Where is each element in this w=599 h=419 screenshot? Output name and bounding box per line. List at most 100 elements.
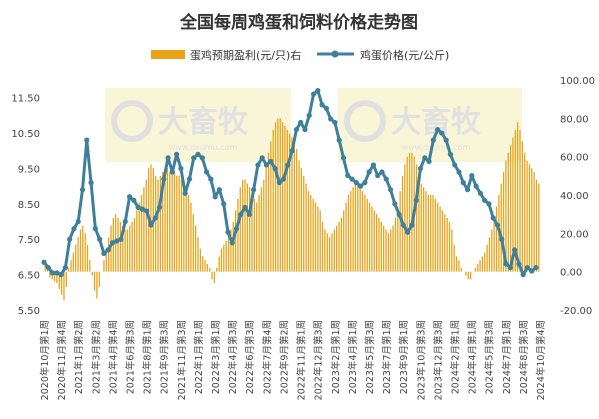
egg-price-point [430,137,436,143]
profit-bar [192,214,194,272]
profit-bar [108,237,110,272]
profit-bar [535,179,538,272]
watermark-url: www.dxumu.com [169,143,238,152]
egg-price-point [238,211,244,218]
egg-price-point [221,201,227,207]
profit-bar [317,206,319,272]
profit-bar [206,264,209,272]
egg-price-point [336,137,342,143]
right-tick-label: 60.00 [560,153,589,164]
profit-bar [145,179,147,272]
legend: 蛋鸡预期盈利(元/只)右 鸡蛋价格(元/公斤) [151,48,449,62]
egg-price-point [319,102,325,108]
profit-bar [253,198,256,272]
egg-price-point [494,222,501,228]
profit-bar [361,191,364,272]
egg-price-point [272,165,278,172]
egg-price-point [148,222,154,228]
profit-bar [272,129,274,272]
egg-price-point [392,201,398,207]
x-tick-label: 2020年10月第1周 [39,320,51,400]
profit-bar [397,206,399,272]
x-axis: 2020年10月第1周 2020年11月第4周 2021年1月第2周 2021年3月第… [39,320,547,400]
profit-bar [157,179,159,272]
profit-bar [72,252,75,272]
profit-bar [418,175,420,272]
egg-price-point [92,226,98,232]
x-tick-label: 2021年1月第2周 [73,320,85,394]
profit-bar [296,149,298,272]
egg-price-point [229,240,235,246]
profit-bar [375,214,378,272]
egg-price-point [306,112,312,118]
egg-price-point [349,176,355,182]
profit-bar [441,210,444,272]
egg-price-point [114,238,120,244]
egg-price-point [464,187,471,193]
egg-price-point [41,259,47,265]
profit-bar [366,198,368,272]
profit-bar [495,206,498,272]
profit-bar [51,271,53,280]
profit-bar [519,129,521,272]
profit-bar [82,225,84,272]
profit-bar [399,191,401,272]
profit-bar [298,160,300,272]
profit-bar [126,229,129,272]
profit-bar [166,168,169,272]
egg-price-point [323,105,329,111]
right-tick-label: 0.00 [560,268,582,279]
chart-title: 全国每周鸡蛋和饲料价格走势图 [179,12,418,33]
profit-bar [524,152,526,272]
x-tick-label: 2024年2月第1周 [449,320,461,394]
x-tick-label: 2023年10月第3周 [415,320,427,400]
profit-bar [277,118,279,272]
profit-bar [77,237,79,272]
egg-price-point [75,218,81,225]
profit-bar [164,168,166,272]
profit-bar [204,260,206,272]
egg-price-point [199,155,205,161]
egg-price-point [195,151,201,157]
egg-price-point [161,176,167,182]
profit-bar [122,225,124,272]
profit-bar [279,118,281,272]
profit-bar [75,244,77,272]
egg-price-point [135,204,141,210]
right-tick-label: 80.00 [560,114,589,125]
egg-price-point [276,180,282,186]
profit-bar [103,260,105,272]
profit-bar [211,271,213,280]
egg-price-point [280,176,287,182]
profit-bar [437,202,439,272]
profit-bar [324,229,326,272]
profit-bar [328,237,331,272]
profit-bar [65,271,67,287]
left-tick-label: 10.50 [11,129,40,140]
egg-price-point [302,126,308,133]
profit-bar [502,172,505,272]
x-tick-label: 2023年2月第1周 [330,320,342,394]
left-tick-label: 6.50 [18,271,40,282]
egg-price-point [139,206,145,212]
profit-bar [505,160,507,272]
egg-price-point [178,165,184,172]
watermark-url: www.dxumu.com [402,143,471,152]
profit-bar [331,233,333,272]
profit-bar [220,248,223,272]
egg-price-point [62,264,68,271]
egg-price-point [212,194,218,200]
profit-bar [415,164,418,272]
profit-bar [420,183,422,272]
profit-bar [479,260,481,272]
egg-price-point [353,180,359,186]
egg-price-point [443,137,449,143]
profit-bar [183,183,185,272]
egg-price-point [49,270,56,276]
profit-bar [249,187,251,272]
egg-price-point [503,261,509,267]
profit-bar [350,191,352,272]
egg-price-point [54,270,60,276]
